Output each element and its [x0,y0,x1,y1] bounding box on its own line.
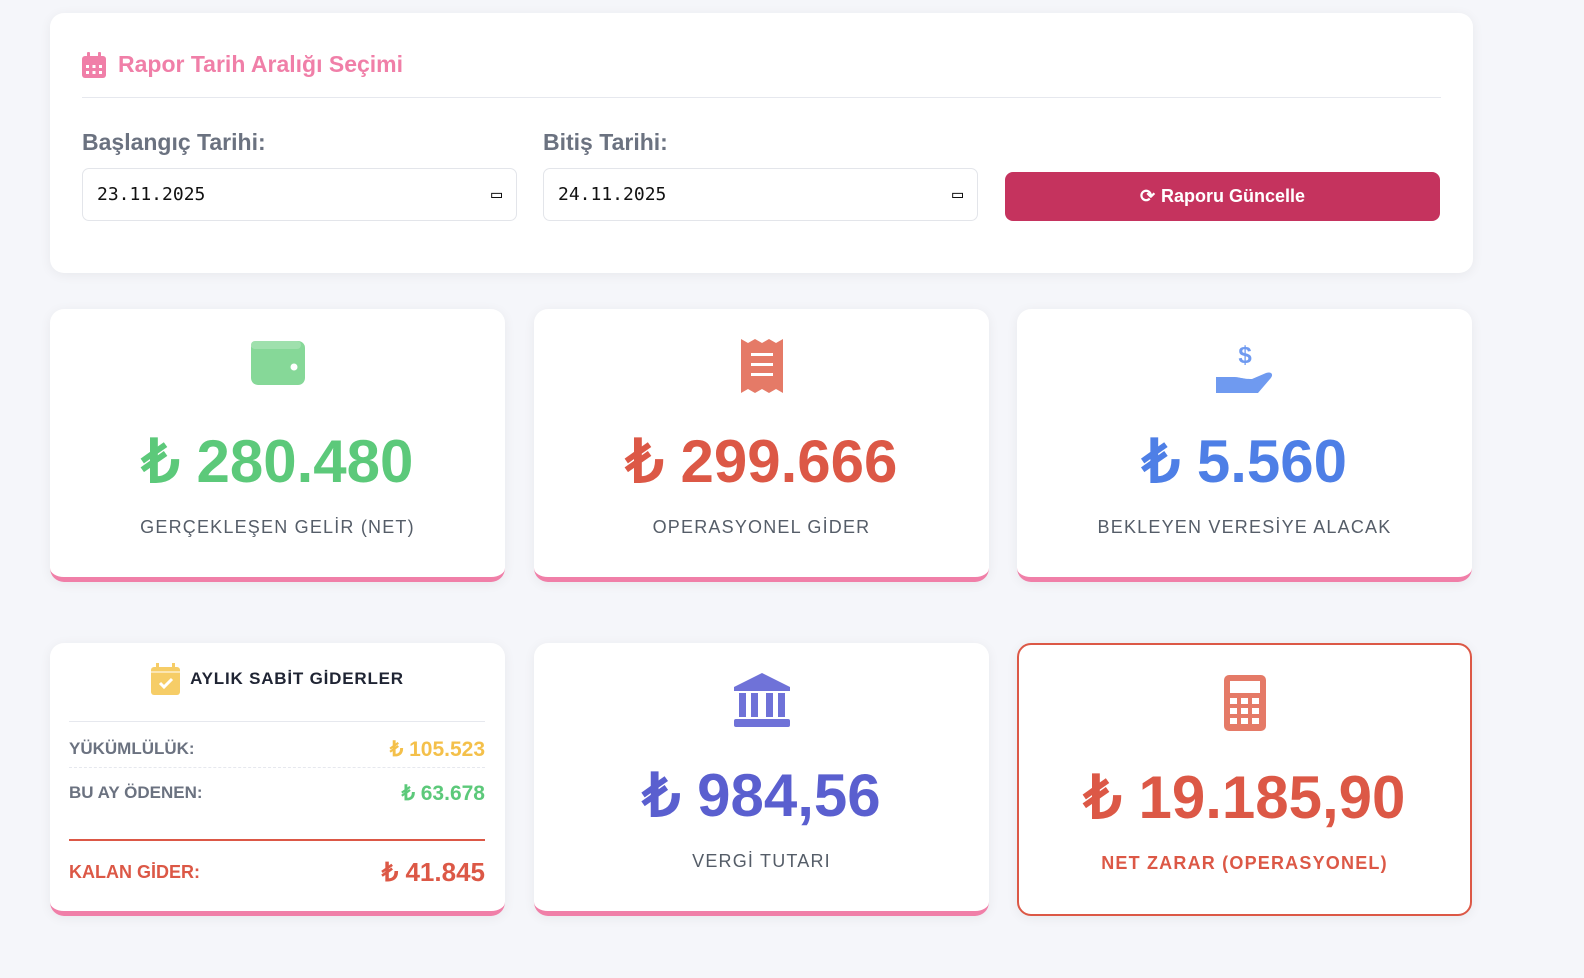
remaining-row: KALAN GİDER: ₺ 41.845 [69,855,485,889]
obligation-value: ₺ 105.523 [389,737,485,761]
stat-value: ₺ 280.480 [141,428,414,495]
calendar-check-icon [151,663,181,695]
panel-title-text: Rapor Tarih Aralığı Seçimi [118,51,404,77]
stat-value: ₺ 984,56 [642,762,881,829]
paid-value: ₺ 63.678 [401,781,485,805]
divider [69,839,485,841]
panel-title: Rapor Tarih Aralığı Seçimi [82,51,403,78]
stat-caption: BEKLEYEN VERESİYE ALACAK [1097,517,1392,537]
obligation-row: YÜKÜMLÜLÜK: ₺ 105.523 [69,733,485,765]
svg-text:$: $ [1238,342,1252,369]
end-date-input[interactable]: 24.11.2025 ▭ [543,168,978,221]
bank-icon [733,673,790,727]
refresh-icon: ⟳ [1139,186,1156,206]
divider [69,767,485,768]
end-date-value: 24.11.2025 [558,184,667,205]
calendar-picker-icon[interactable]: ▭ [491,184,502,205]
stat-card-tax: ₺ 984,56 VERGİ TUTARI [534,643,989,916]
remaining-value: ₺ 41.845 [381,856,485,887]
calculator-icon [1223,675,1266,731]
receipt-icon [740,339,783,393]
update-report-label: Raporu Güncelle [1161,186,1306,206]
paid-label: BU AY ÖDENEN: [69,783,203,802]
stat-caption: VERGİ TUTARI [692,851,831,871]
stat-card-income: ₺ 280.480 GERÇEKLEŞEN GELİR (NET) [50,309,505,582]
remaining-label: KALAN GİDER: [69,861,200,882]
stat-value: ₺ 299.666 [625,428,898,495]
stat-value: ₺ 19.185,90 [1083,764,1406,831]
calendar-icon [82,51,106,78]
stat-caption: GERÇEKLEŞEN GELİR (NET) [140,517,415,537]
obligation-label: YÜKÜMLÜLÜK: [69,739,195,758]
monthly-fixed-expenses-card: AYLIK SABİT GİDERLER YÜKÜMLÜLÜK: ₺ 105.52… [50,643,505,916]
stat-value: ₺ 5.560 [1142,428,1347,495]
stat-card-expense: ₺ 299.666 OPERASYONEL GİDER [534,309,989,582]
date-range-panel: Rapor Tarih Aralığı Seçimi Başlangıç Tar… [50,13,1473,273]
wallet-icon [250,341,305,385]
stat-caption: NET ZARAR (OPERASYONEL) [1101,853,1388,873]
end-date-label: Bitiş Tarihi: [543,129,668,155]
paid-row: BU AY ÖDENEN: ₺ 63.678 [69,777,485,809]
divider [69,721,485,722]
start-date-input[interactable]: 23.11.2025 ▭ [82,168,517,221]
fixed-title: AYLIK SABİT GİDERLER [190,669,404,688]
start-date-value: 23.11.2025 [97,184,206,205]
update-report-button[interactable]: ⟳ Raporu Güncelle [1005,172,1440,221]
stat-card-receivable: $ ₺ 5.560 BEKLEYEN VERESİYE ALACAK [1017,309,1472,582]
start-date-label: Başlangıç Tarihi: [82,129,266,155]
divider [82,97,1441,98]
calendar-picker-icon[interactable]: ▭ [952,184,963,205]
stat-card-net-loss: ₺ 19.185,90 NET ZARAR (OPERASYONEL) [1017,643,1472,916]
hand-holding-dollar-icon: $ [1215,342,1272,393]
stat-caption: OPERASYONEL GİDER [652,517,871,537]
